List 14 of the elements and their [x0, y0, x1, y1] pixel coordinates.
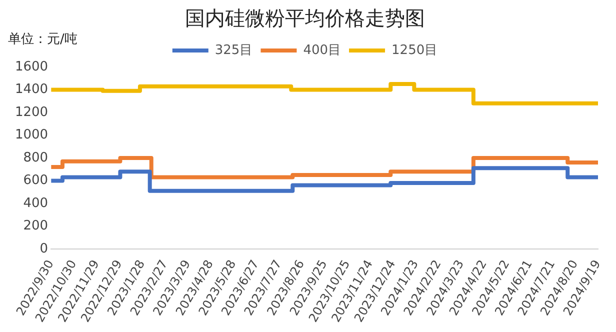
chart-title: 国内硅微粉平均价格走势图	[185, 6, 425, 30]
legend-label: 400目	[303, 42, 342, 58]
y-tick-label: 1400	[14, 82, 48, 98]
y-tick-label: 1000	[14, 128, 48, 143]
legend-label: 325目	[214, 42, 253, 58]
y-tick-label: 0	[40, 241, 48, 256]
y-axis-title: 单位：元/吨	[8, 31, 78, 48]
y-tick-label: 1200	[14, 104, 48, 120]
legend-label: 1250目	[392, 42, 438, 58]
y-tick-label: 400	[23, 196, 48, 211]
y-tick-label: 600	[23, 173, 48, 188]
y-tick-label: 1600	[14, 59, 48, 74]
y-tick-label: 200	[23, 218, 48, 234]
y-tick-label: 800	[23, 150, 48, 166]
